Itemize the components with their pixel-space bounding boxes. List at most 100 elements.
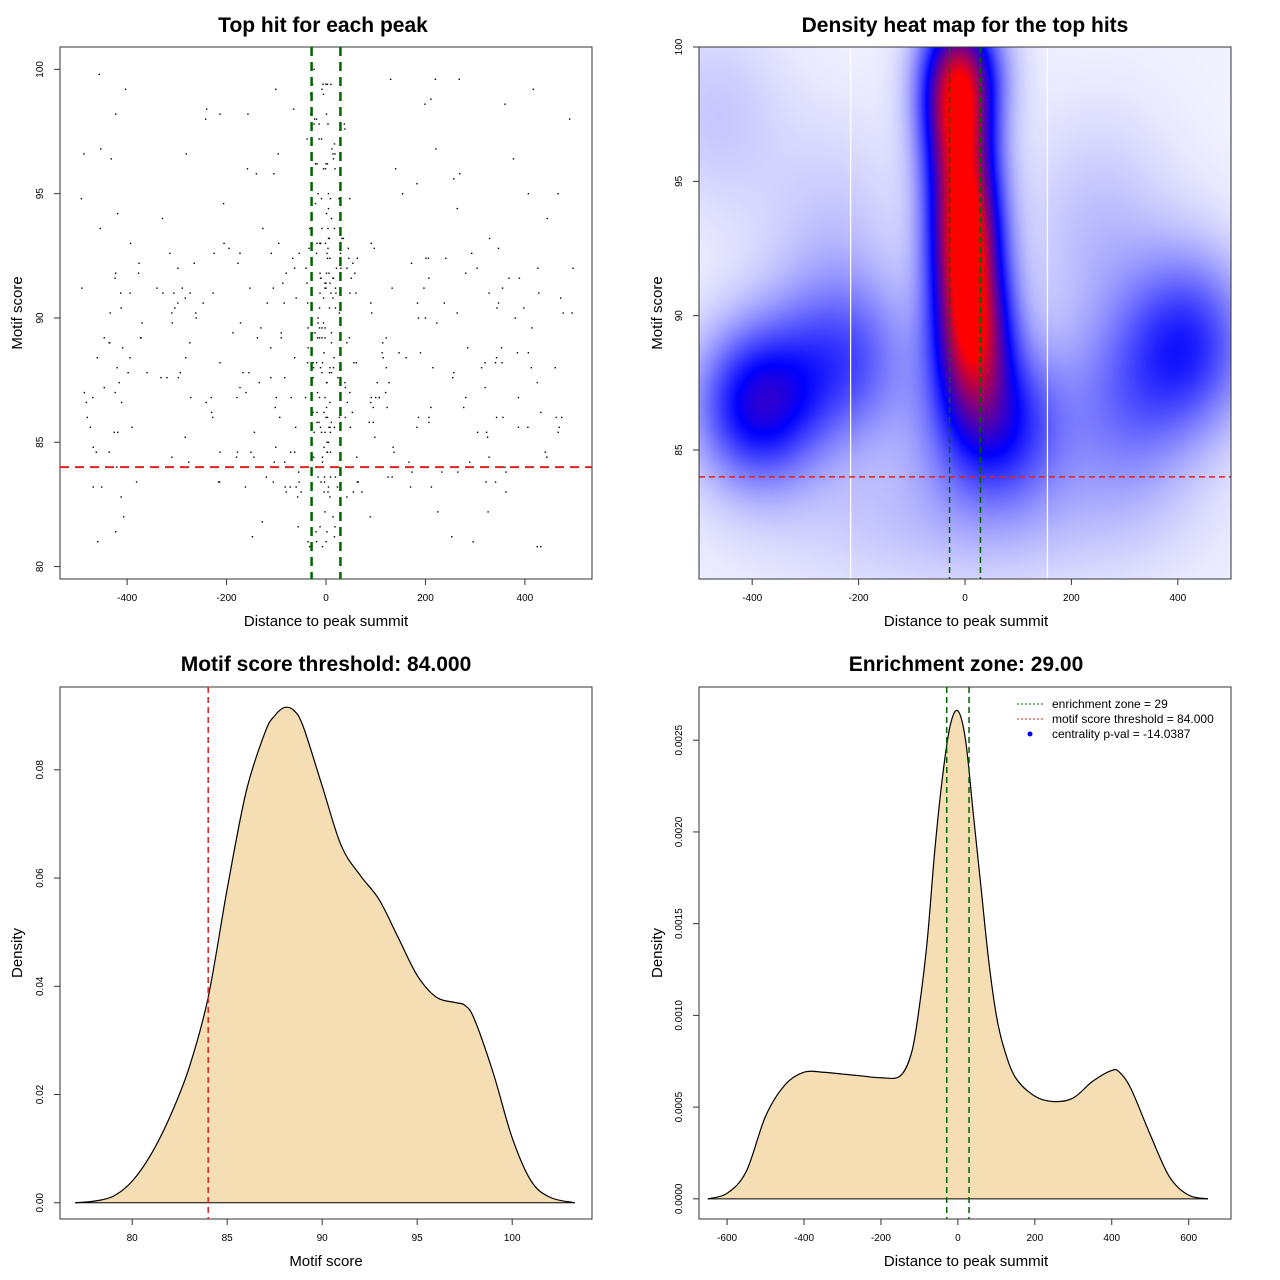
scatter-point — [514, 317, 517, 319]
scatter-point — [193, 262, 195, 264]
score-density-y-tick-label: 0.00 — [35, 1193, 46, 1213]
distance-density-panel: Enrichment zone: 29.00 -600 -400 -200 0 200 4… — [649, 653, 1232, 1270]
scatter-point — [284, 376, 286, 379]
scatter-point — [272, 287, 274, 289]
heatmap-x-tick-label: 200 — [1063, 593, 1080, 604]
scatter-point — [325, 212, 328, 215]
scatter-x-tick-label: 0 — [323, 593, 329, 604]
scatter-point — [327, 237, 330, 240]
scatter-point — [325, 406, 328, 409]
scatter-point — [328, 307, 331, 309]
scatter-point — [322, 297, 325, 299]
scatter-point — [334, 168, 336, 170]
score-density-x-tick-label: 95 — [412, 1233, 424, 1244]
scatter-point — [476, 431, 479, 434]
scatter-point — [308, 545, 311, 548]
heatmap-x-tick-label: 400 — [1169, 593, 1186, 604]
scatter-point — [465, 396, 467, 399]
scatter-point — [210, 411, 213, 414]
scatter-point — [546, 217, 548, 220]
scatter-point — [330, 371, 333, 374]
scatter-x-tick-label: 400 — [517, 593, 534, 604]
scatter-point — [100, 148, 102, 150]
scatter-point — [298, 481, 300, 483]
score-density-x-axis: 80 85 90 95 100 — [127, 1219, 521, 1244]
scatter-point — [527, 426, 529, 429]
scatter-point — [315, 118, 318, 120]
scatter-point — [318, 421, 320, 424]
scatter-point — [329, 476, 332, 478]
distance-density-reference-lines — [945, 687, 970, 1219]
scatter-point — [121, 347, 124, 349]
scatter-point — [501, 287, 504, 289]
scatter-point — [381, 342, 384, 344]
scatter-point — [327, 123, 329, 125]
scatter-point — [488, 237, 491, 240]
scatter-point — [270, 376, 272, 379]
distance-density-x-tick-label: -200 — [871, 1233, 891, 1244]
scatter-point — [336, 486, 339, 488]
scatter-point — [239, 322, 242, 324]
scatter-point — [323, 411, 325, 414]
scatter-point — [122, 516, 125, 518]
scatter-point — [434, 78, 437, 81]
distance-density-x-axis: -600 -400 -200 0 200 400 600 — [717, 1219, 1197, 1244]
scatter-point — [329, 451, 332, 453]
scatter-point — [103, 386, 105, 389]
scatter-point — [316, 337, 319, 339]
scatter-point — [120, 401, 123, 404]
scatter-point — [324, 287, 326, 289]
scatter-point — [424, 103, 426, 105]
scatter-point — [559, 297, 562, 299]
scatter-point — [486, 436, 489, 438]
scatter-point — [372, 421, 374, 424]
scatter-point — [275, 88, 277, 90]
score-density-curve-group — [75, 706, 576, 1204]
scatter-point — [298, 252, 300, 255]
scatter-point — [417, 416, 420, 419]
scatter-point — [428, 421, 430, 424]
scatter-point — [316, 163, 318, 165]
legend-zone-label: enrichment zone = 29 — [1052, 697, 1168, 711]
scatter-point — [300, 491, 302, 493]
scatter-point — [247, 113, 249, 115]
scatter-point — [334, 153, 336, 155]
scatter-point — [114, 391, 116, 394]
scatter-point — [334, 476, 337, 478]
scatter-point — [452, 376, 454, 379]
scatter-point — [325, 287, 327, 289]
scatter-point — [476, 267, 478, 269]
scatter-point — [270, 347, 272, 349]
score-density-area — [75, 707, 575, 1203]
scatter-point — [501, 362, 503, 364]
scatter-point — [557, 431, 559, 434]
scatter-point — [308, 227, 311, 230]
scatter-point — [321, 337, 323, 339]
scatter-point — [344, 386, 347, 389]
scatter-point — [219, 362, 221, 364]
scatter-point — [127, 371, 129, 374]
scatter-point — [329, 257, 331, 260]
scatter-point — [544, 451, 546, 453]
scatter-point — [169, 252, 171, 255]
scatter-point — [398, 352, 400, 354]
score-density-x-label: Motif score — [289, 1253, 362, 1270]
scatter-point — [502, 416, 504, 419]
score-density-x-tick-label: 80 — [127, 1233, 139, 1244]
scatter-point — [210, 396, 212, 399]
scatter-point — [316, 391, 319, 394]
scatter-point — [162, 292, 164, 294]
scatter-point — [411, 471, 413, 473]
scatter-point — [332, 277, 334, 279]
scatter-point — [322, 322, 325, 324]
scatter-point — [86, 416, 89, 419]
score-density-y-tick-label: 0.04 — [35, 976, 46, 996]
score-density-y-label: Density — [9, 927, 26, 978]
scatter-x-label: Distance to peak summit — [244, 613, 409, 630]
scatter-point — [329, 496, 331, 498]
scatter-point — [329, 197, 332, 200]
scatter-point — [114, 277, 116, 279]
scatter-point — [141, 322, 143, 324]
scatter-point — [330, 217, 333, 220]
scatter-point — [484, 386, 486, 389]
